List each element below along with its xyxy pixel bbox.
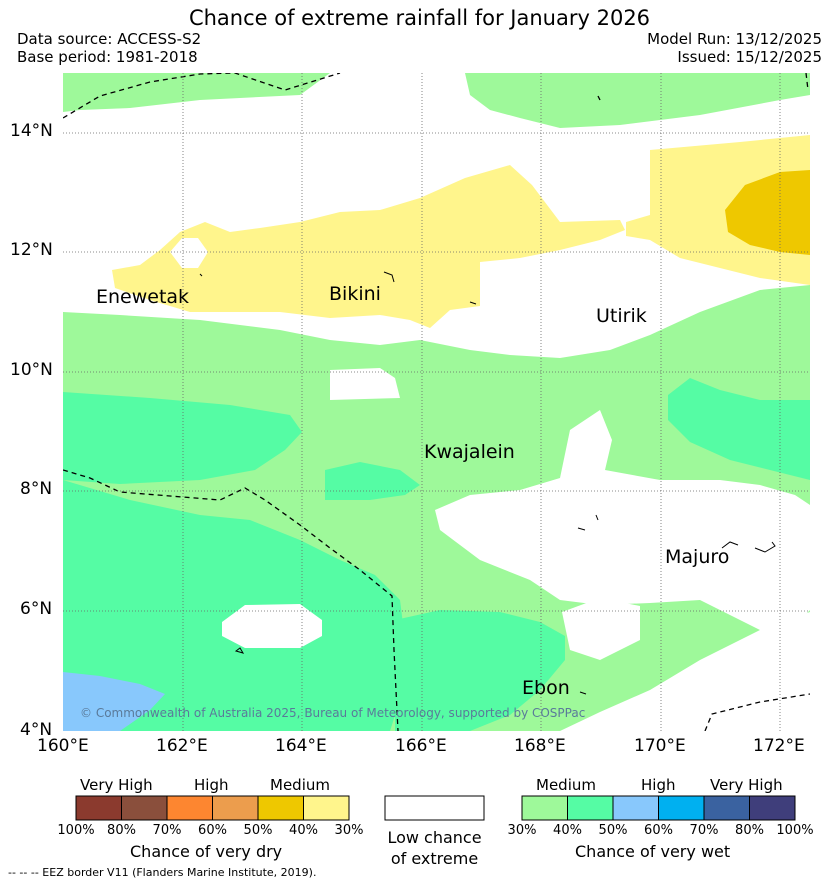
wet-40-region (325, 462, 420, 500)
wet-40-region (63, 392, 302, 484)
place-label-kwajalein: Kwajalein (424, 441, 515, 463)
low-chance-swatch (384, 795, 485, 821)
low-chance-region (560, 612, 810, 731)
wet-percent-label: 80% (735, 823, 764, 838)
lat-label: 6°N (20, 599, 53, 619)
lon-label: 168°E (514, 736, 566, 756)
lat-label: 10°N (10, 360, 53, 380)
dry-40-region (112, 165, 625, 328)
dry-caption-medium: Medium (270, 776, 330, 794)
place-label-ebon: Ebon (522, 677, 570, 699)
neutral-legend-line2: of extreme (390, 849, 479, 868)
base-period: Base period: 1981-2018 (17, 48, 198, 66)
dry-swatch (166, 795, 213, 821)
dry-percent-label: 100% (57, 823, 95, 838)
wet-percent-label: 70% (689, 823, 719, 838)
copyright-note: © Commonwealth of Australia 2025, Bureau… (80, 706, 586, 720)
low-chance-region (562, 598, 640, 660)
wet-swatch (703, 795, 750, 821)
lon-label: 160°E (37, 736, 89, 756)
wet-percent-label: 50% (598, 823, 628, 838)
place-label-bikini: Bikini (329, 283, 381, 305)
map-title: Chance of extreme rainfall for January 2… (188, 6, 651, 30)
wet-swatch (567, 795, 614, 821)
wet-swatch (749, 795, 796, 821)
model-run: Model Run: 13/12/2025 (647, 30, 822, 48)
lon-label: 166°E (395, 736, 447, 756)
dry-percent-label: 70% (152, 823, 182, 838)
lon-label: 162°E (156, 736, 208, 756)
dry-percent-label: 80% (107, 823, 136, 838)
map-plot-area (63, 73, 810, 731)
dry-percent-label: 50% (243, 823, 273, 838)
wet-swatch (612, 795, 659, 821)
dry-caption-very-high: Very High (80, 776, 153, 794)
wet-colorbar (521, 795, 796, 821)
dry-percent-label: 30% (334, 823, 364, 838)
low-chance-region (222, 604, 322, 648)
lon-label: 172°E (753, 736, 805, 756)
wet-percent-label: 30% (507, 823, 537, 838)
lat-label: 12°N (10, 240, 53, 260)
wet-swatch (658, 795, 705, 821)
dry-swatch (75, 795, 122, 821)
wet-30-region (465, 73, 810, 128)
dry-swatch (303, 795, 350, 821)
low-chance-region (170, 238, 208, 268)
dry-colorbar (75, 795, 350, 821)
lat-label: 4°N (20, 720, 53, 740)
dry-swatch (121, 795, 168, 821)
low-chance-region (435, 410, 810, 640)
dry-percent-label: 40% (289, 823, 318, 838)
wet-50-region (63, 672, 165, 731)
dry-caption-high: High (194, 776, 229, 794)
dry-swatch (257, 795, 304, 821)
dry-percent-label: 60% (198, 823, 227, 838)
lon-label: 164°E (275, 736, 327, 756)
wet-percent-label: 40% (553, 823, 582, 838)
dry-50-region (725, 170, 810, 255)
issued-date: Issued: 15/12/2025 (677, 48, 822, 66)
lat-label: 8°N (20, 479, 53, 499)
place-label-utirik: Utirik (596, 305, 647, 327)
neutral-legend-line1: Low chance (387, 828, 482, 847)
dry-swatch (212, 795, 259, 821)
place-label-enewetak: Enewetak (96, 286, 190, 308)
data-source: Data source: ACCESS-S2 (17, 30, 202, 48)
wet-legend-title: Chance of very wet (575, 842, 731, 861)
wet-caption-high: High (641, 776, 676, 794)
wet-percent-label: 60% (644, 823, 673, 838)
low-chance-region (330, 368, 400, 400)
wet-swatch (521, 795, 568, 821)
wet-40-region (63, 480, 405, 731)
wet-percent-label: 100% (776, 823, 814, 838)
lon-label: 170°E (634, 736, 686, 756)
wet-40-region (395, 610, 565, 731)
lat-label: 14°N (10, 121, 53, 141)
eez-border-note: -- -- -- EEZ border V11 (Flanders Marine… (8, 866, 317, 879)
wet-caption-very-high: Very High (710, 776, 783, 794)
wet-40-region (668, 378, 810, 480)
place-label-majuro: Majuro (665, 546, 730, 568)
wet-caption-medium: Medium (536, 776, 596, 794)
dry-legend-title: Chance of very dry (130, 842, 283, 861)
